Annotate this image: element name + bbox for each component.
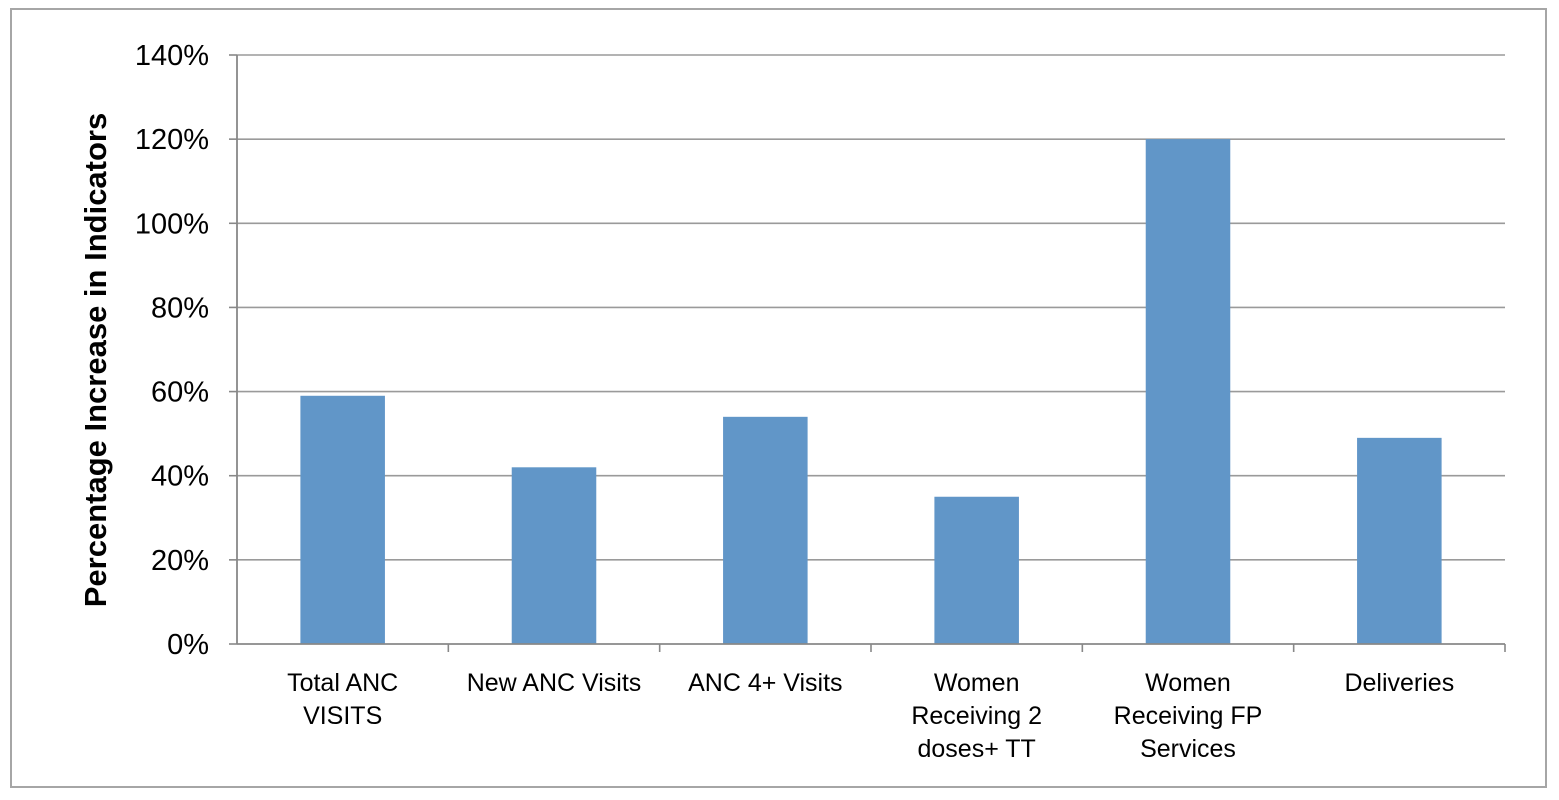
x-category-label-line: Total ANC: [287, 669, 398, 697]
x-category-labels: Total ANC VISITS New ANC Visits ANC 4+ Visi…: [287, 669, 1454, 763]
y-tick-label: 0%: [167, 629, 209, 661]
y-tick-label: 60%: [151, 377, 209, 409]
x-category-label: Women Receiving 2 doses+ TT: [911, 669, 1042, 763]
x-category-label-line: VISITS: [303, 702, 382, 730]
y-axis-title: Percentage Increase in Indicators: [78, 113, 113, 608]
y-tick-label: 100%: [135, 208, 209, 240]
gridlines: [237, 54, 1505, 561]
bar: [511, 467, 597, 644]
y-tick-label: 140%: [135, 40, 209, 72]
y-tick-label: 40%: [151, 461, 209, 493]
bar: [300, 395, 385, 644]
bar: [934, 496, 1019, 644]
x-category-label-line: ANC 4+ Visits: [688, 669, 842, 697]
x-category-label-line: Women: [934, 669, 1020, 697]
chart-frame: [10, 8, 1547, 788]
x-category-label-line: Receiving 2: [911, 702, 1042, 730]
x-category-label-line: Receiving FP: [1114, 702, 1263, 730]
y-tick-label: 20%: [151, 545, 209, 577]
x-category-label-line: doses+ TT: [917, 735, 1035, 763]
x-category-label-line: Women: [1145, 669, 1231, 697]
x-category-label: New ANC Visits: [467, 669, 642, 697]
y-tick-label: 80%: [151, 292, 209, 324]
x-category-label: Women Receiving FP Services: [1114, 669, 1263, 763]
x-category-label: Total ANC VISITS: [287, 669, 398, 730]
bar: [1357, 437, 1442, 644]
x-category-label-line: Services: [1140, 735, 1236, 763]
x-category-label: ANC 4+ Visits: [688, 669, 842, 697]
x-category-label-line: Deliveries: [1344, 669, 1454, 697]
y-tick-label: 120%: [135, 124, 209, 156]
axes: [229, 54, 1506, 652]
x-category-label-line: New ANC Visits: [467, 669, 642, 697]
bars: [300, 139, 1442, 644]
y-tick-labels: 0% 20% 40% 60% 80% 100% 120% 140%: [135, 40, 209, 661]
bar: [723, 416, 808, 644]
x-category-label: Deliveries: [1344, 669, 1454, 697]
bar: [1145, 139, 1231, 644]
